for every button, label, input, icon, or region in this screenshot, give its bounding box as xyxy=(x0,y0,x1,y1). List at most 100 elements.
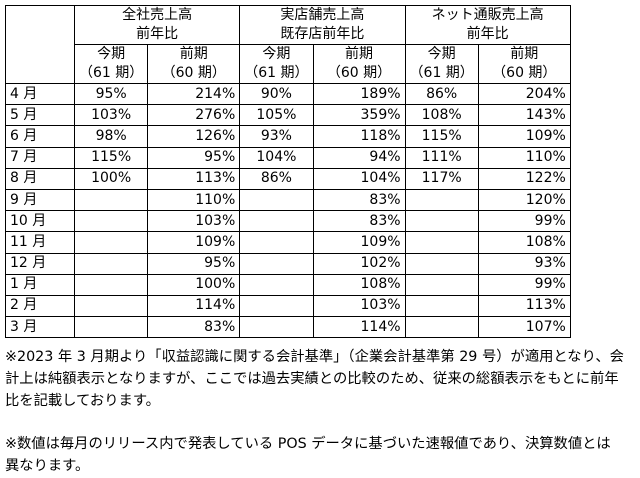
previous-value-cell: 214% xyxy=(147,82,241,106)
group-subtitle: 前年比 xyxy=(136,26,179,42)
period-number: （60 期） xyxy=(492,65,557,81)
current-value-cell: 111% xyxy=(404,146,479,169)
current-value-cell: 100% xyxy=(73,167,149,190)
previous-value-cell: 95% xyxy=(147,252,241,275)
table-row: 11 月 109% 109% 108% xyxy=(5,231,571,254)
previous-value-cell: 204% xyxy=(477,82,571,106)
current-value-cell: 115% xyxy=(73,146,149,169)
current-value-cell xyxy=(239,294,314,318)
current-value-cell xyxy=(404,188,479,212)
table-row: 1 月 100% 108% 99% xyxy=(5,273,571,296)
previous-value-cell: 108% xyxy=(477,231,571,254)
group-header-store-sales: 実店舗売上高 既存店前年比 xyxy=(239,5,406,45)
month-cell: 8 月 xyxy=(5,167,75,190)
period-label: 今期 xyxy=(427,46,456,62)
month-cell: 2 月 xyxy=(5,294,75,318)
current-value-cell: 103% xyxy=(73,104,149,127)
period-header-row: 今期 （61 期） 前期 （60 期） 今期 （61 期） 前期 （60 期） 今期 （6… xyxy=(6,44,571,84)
footnote-line: 計上は純額表示となりますが、ここでは過去実績との比較のため、従来の総額表示をもと… xyxy=(5,370,619,387)
current-value-cell xyxy=(404,210,479,233)
current-value-cell: 115% xyxy=(404,125,479,148)
period-label: 今期 xyxy=(262,46,291,62)
period-number: （61 期） xyxy=(244,65,309,81)
table-body: 4 月 95% 214% 90% 189% 86% 204% 5 月 103% 276% 105% 3… xyxy=(5,82,571,339)
previous-value-cell: 126% xyxy=(147,125,241,148)
current-value-cell xyxy=(73,210,149,233)
period-header-previous: 前期 （60 期） xyxy=(477,44,571,84)
current-value-cell xyxy=(404,316,479,339)
table-row: 6 月 98% 126% 93% 118% 115% 109% xyxy=(5,125,571,148)
period-label: 前期 xyxy=(345,46,374,62)
group-title: 実店舗売上高 xyxy=(280,7,365,23)
current-value-cell xyxy=(73,316,149,339)
table-row: 12 月 95% 102% 93% xyxy=(5,252,571,275)
current-value-cell xyxy=(239,252,314,275)
current-value-cell: 105% xyxy=(239,104,314,127)
previous-value-cell: 114% xyxy=(147,294,241,318)
current-value-cell: 86% xyxy=(404,82,479,106)
previous-value-cell: 114% xyxy=(312,316,406,339)
month-cell: 6 月 xyxy=(5,125,75,148)
month-header-cell xyxy=(5,5,75,84)
previous-value-cell: 83% xyxy=(312,210,406,233)
current-value-cell xyxy=(73,294,149,318)
current-value-cell: 108% xyxy=(404,104,479,127)
previous-value-cell: 109% xyxy=(477,125,571,148)
current-value-cell xyxy=(239,273,314,296)
footnotes: ※2023 年 3 月期より「収益認識に関する会計基準」（企業会計基準第 29 … xyxy=(5,347,637,478)
table-row: 3 月 83% 114% 107% xyxy=(5,316,571,339)
footnote-line: 比を記載しております。 xyxy=(5,392,160,409)
month-cell: 10 月 xyxy=(5,210,75,233)
previous-value-cell: 103% xyxy=(147,210,241,233)
previous-value-cell: 103% xyxy=(312,294,406,318)
period-label: 今期 xyxy=(97,46,126,62)
previous-value-cell: 110% xyxy=(147,188,241,212)
period-number: （60 期） xyxy=(161,65,226,81)
current-value-cell xyxy=(404,231,479,254)
current-value-cell xyxy=(404,252,479,275)
previous-value-cell: 359% xyxy=(312,104,406,127)
previous-value-cell: 276% xyxy=(147,104,241,127)
table-row: 9 月 110% 83% 120% xyxy=(5,188,571,212)
previous-value-cell: 99% xyxy=(477,273,571,296)
previous-value-cell: 94% xyxy=(312,146,406,169)
period-header-current: 今期 （61 期） xyxy=(73,44,149,84)
group-header-online-sales: ネット通販売上高 前年比 xyxy=(404,5,571,45)
previous-value-cell: 83% xyxy=(147,316,241,339)
current-value-cell: 95% xyxy=(73,82,149,106)
period-label: 前期 xyxy=(510,46,539,62)
table-row: 5 月 103% 276% 105% 359% 108% 143% xyxy=(5,104,571,127)
period-header-current: 今期 （61 期） xyxy=(239,44,314,84)
previous-value-cell: 104% xyxy=(312,167,406,190)
group-title: 全社売上高 xyxy=(122,7,193,23)
previous-value-cell: 93% xyxy=(477,252,571,275)
footnote-spacer xyxy=(5,412,637,434)
period-number: （61 期） xyxy=(79,65,144,81)
current-value-cell xyxy=(404,294,479,318)
current-value-cell xyxy=(239,210,314,233)
table-header: 全社売上高 前年比 実店舗売上高 既存店前年比 ネット通販売上高 前年比 今期 （61 … xyxy=(5,5,571,84)
group-header-row: 全社売上高 前年比 実店舗売上高 既存店前年比 ネット通販売上高 前年比 xyxy=(5,5,571,84)
table-row: 2 月 114% 103% 113% xyxy=(5,294,571,318)
group-title: ネット通販売上高 xyxy=(431,7,544,23)
previous-value-cell: 102% xyxy=(312,252,406,275)
current-value-cell xyxy=(239,231,314,254)
previous-value-cell: 118% xyxy=(312,125,406,148)
previous-value-cell: 113% xyxy=(147,167,241,190)
current-value-cell: 90% xyxy=(239,82,314,106)
footnote-line: ※数値は毎月のリリース内で発表している POS データに基づいた速報値であり、決… xyxy=(5,436,611,453)
current-value-cell: 98% xyxy=(73,125,149,148)
current-value-cell: 86% xyxy=(239,167,314,190)
period-label: 前期 xyxy=(179,46,208,62)
previous-value-cell: 109% xyxy=(312,231,406,254)
group-subtitle: 前年比 xyxy=(466,26,509,42)
previous-value-cell: 83% xyxy=(312,188,406,212)
previous-value-cell: 143% xyxy=(477,104,571,127)
period-header-previous: 前期 （60 期） xyxy=(312,44,406,84)
period-header-previous: 前期 （60 期） xyxy=(147,44,241,84)
previous-value-cell: 109% xyxy=(147,231,241,254)
current-value-cell xyxy=(239,188,314,212)
current-value-cell xyxy=(73,231,149,254)
previous-value-cell: 189% xyxy=(312,82,406,106)
current-value-cell xyxy=(73,188,149,212)
